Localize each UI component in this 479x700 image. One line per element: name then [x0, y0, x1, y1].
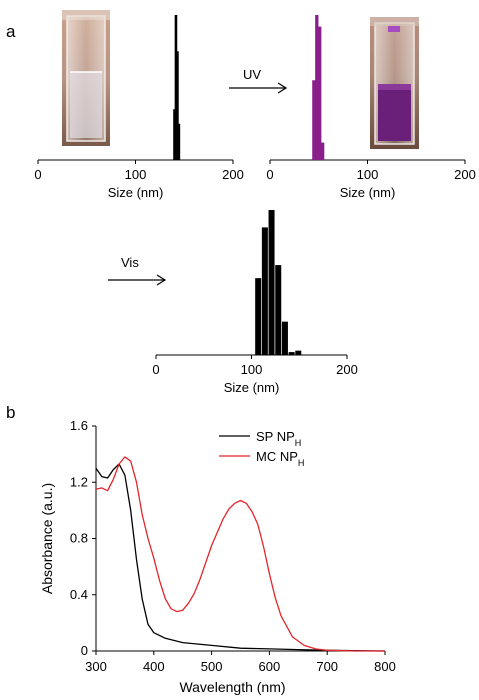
- bar: [268, 210, 275, 355]
- bar: [321, 142, 325, 160]
- x-tick-label: 0: [34, 167, 41, 182]
- vis-label: Vis: [121, 255, 139, 270]
- panel-label-b: b: [6, 403, 15, 422]
- bar: [315, 15, 319, 160]
- x-tick-label: 0: [266, 167, 273, 182]
- bar: [318, 26, 322, 160]
- x-tick-label: 400: [143, 659, 165, 674]
- dls-chart-after-vis: 0 100 200 Size (nm): [152, 210, 358, 395]
- bar: [174, 15, 178, 160]
- dls-chart-initial: 0 100 200 Size (nm): [34, 15, 244, 200]
- bar: [281, 321, 288, 355]
- x-tick-label: 500: [201, 659, 223, 674]
- x-tick-label: 200: [222, 167, 244, 182]
- y-tick-label: 1.6: [70, 418, 88, 433]
- bar: [275, 265, 282, 355]
- x-tick-label: 700: [316, 659, 338, 674]
- x-tick-label: 100: [125, 167, 147, 182]
- y-tick-label: 0: [81, 643, 88, 658]
- x-tick-label: 800: [374, 659, 396, 674]
- y-tick-label: 0.4: [70, 587, 88, 602]
- absorbance-chart: 300 400 500 600 700 800 0 0.4 0.8 1.2 1.6 Wavelengt…: [39, 418, 396, 695]
- x-axis-label: Size (nm): [108, 185, 164, 200]
- series-line-sp: [95, 463, 386, 652]
- vis-arrow: [108, 274, 167, 286]
- y-tick-label: 0.8: [70, 531, 88, 546]
- bar: [173, 109, 176, 160]
- x-axis-label: Wavelength (nm): [179, 679, 285, 695]
- bar: [288, 352, 295, 355]
- x-tick-label: 0: [152, 362, 159, 377]
- legend-label: SP NPH: [256, 429, 301, 448]
- bar: [255, 278, 262, 355]
- x-tick-label: 600: [259, 659, 281, 674]
- bar: [312, 80, 316, 160]
- uv-label: UV: [243, 67, 261, 82]
- y-tick-label: 1.2: [70, 474, 88, 489]
- uv-arrow: [229, 82, 288, 94]
- cuvette-photo-clear: [62, 10, 110, 146]
- bar: [176, 51, 179, 160]
- bar: [261, 227, 268, 355]
- y-axis-label: Absorbance (a.u.): [39, 483, 55, 594]
- x-tick-label: 200: [336, 362, 358, 377]
- cuvette-photo-purple: [370, 17, 419, 149]
- x-tick-label: 200: [454, 167, 476, 182]
- x-axis-label: Size (nm): [224, 380, 280, 395]
- x-tick-label: 100: [357, 167, 379, 182]
- x-tick-label: 100: [241, 362, 263, 377]
- series-line-mc: [95, 456, 385, 652]
- bar: [295, 350, 302, 355]
- panel-label-a: a: [6, 22, 16, 41]
- x-tick-label: 300: [85, 659, 107, 674]
- legend-label: MC NPH: [256, 449, 304, 468]
- dls-chart-after-uv: 0 100 200 Size (nm): [266, 15, 476, 200]
- bar: [177, 123, 181, 160]
- x-axis-label: Size (nm): [340, 185, 396, 200]
